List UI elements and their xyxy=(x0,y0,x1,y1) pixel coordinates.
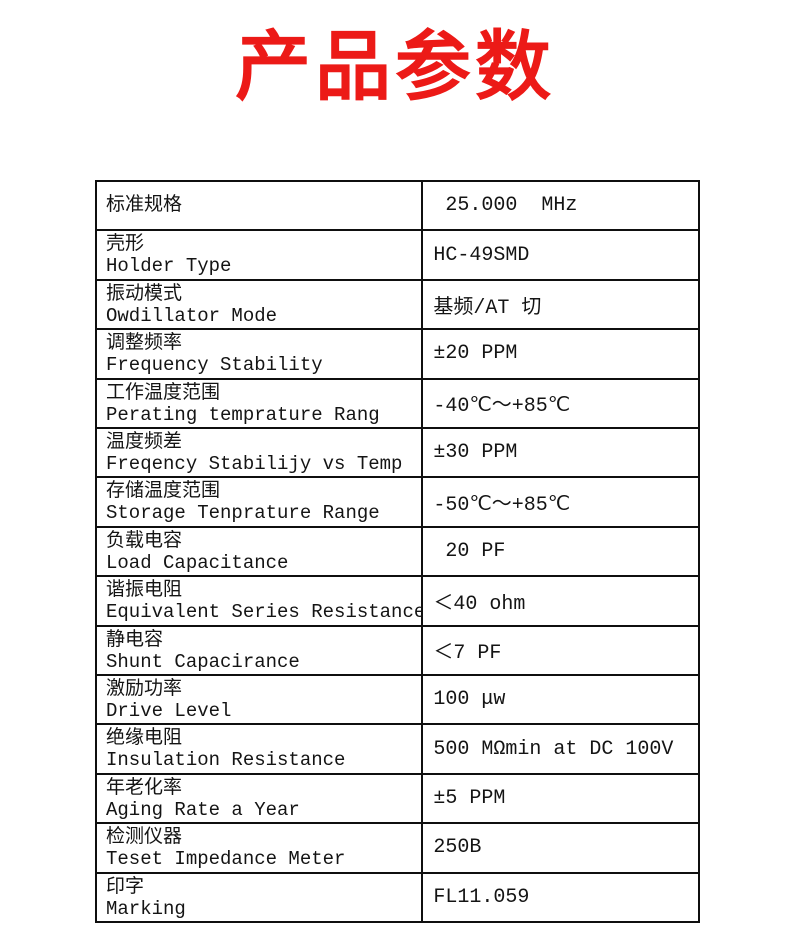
spec-value: FL11.059 xyxy=(433,885,530,909)
spec-label-zh: 印字 xyxy=(106,875,145,898)
spec-value: 基频/AT 切 xyxy=(433,296,542,320)
spec-label-en: Marking xyxy=(106,897,186,920)
spec-label-en: Holder Type xyxy=(106,255,232,278)
spec-label: 调整频率 Frequency Stability xyxy=(97,330,424,378)
table-row-drive-level: 激励功率 Drive Level 100 μw xyxy=(97,676,698,726)
spec-label-zh: 标准规格 xyxy=(106,194,183,217)
table-row-test-meter: 检测仪器 Teset Impedance Meter 250B xyxy=(97,824,698,874)
spec-label: 振动模式 Owdillator Mode xyxy=(97,280,424,329)
table-row-oscillator-mode: 振动模式 Owdillator Mode 基频/AT 切 xyxy=(97,280,698,331)
spec-label-zh: 工作温度范围 xyxy=(106,381,221,404)
spec-label: 温度频差 Freqency Stabilijy vs Temp xyxy=(97,429,424,477)
spec-value: ±5 PPM xyxy=(433,787,506,811)
spec-label: 壳形 Holder Type xyxy=(97,231,424,279)
spec-label: 标准规格 xyxy=(97,182,424,230)
spec-value: ±20 PPM xyxy=(433,342,518,366)
spec-label-en: Load Capacitance xyxy=(106,551,289,574)
spec-label-zh: 温度频差 xyxy=(106,431,183,454)
table-row-standard-spec: 标准规格 25.000 MHz xyxy=(97,182,698,232)
spec-label-en: Storage Tenprature Range xyxy=(106,502,380,525)
spec-label: 静电容 Shunt Capacirance xyxy=(97,626,424,675)
spec-label-en: Insulation Resistance xyxy=(106,749,346,772)
spec-label: 负载电容 Load Capacitance xyxy=(97,527,424,576)
table-row-insulation-resistance: 绝缘电阻 Insulation Resistance 500 MΩmin at … xyxy=(97,725,698,775)
table-row-stability-vs-temp: 温度频差 Freqency Stabilijy vs Temp ±30 PPM xyxy=(97,429,698,479)
spec-value: 250B xyxy=(433,836,482,860)
spec-label-zh: 存储温度范围 xyxy=(106,480,221,503)
table-row-load-capacitance: 负载电容 Load Capacitance 20 PF xyxy=(97,527,698,578)
spec-label-en: Shunt Capacirance xyxy=(106,650,300,673)
spec-value: ＜7 PF xyxy=(433,642,502,666)
spec-label-en: Perating temprature Rang xyxy=(106,403,380,426)
spec-label: 印字 Marking xyxy=(97,873,424,922)
spec-label-en: Drive Level xyxy=(106,700,232,723)
spec-label-zh: 静电容 xyxy=(106,628,164,651)
spec-label-zh: 绝缘电阻 xyxy=(106,727,183,750)
table-row-frequency-stability: 调整频率 Frequency Stability ±20 PPM xyxy=(97,330,698,380)
spec-value: -40℃～+85℃ xyxy=(433,395,571,419)
page-title: 产品参数 xyxy=(235,22,555,111)
spec-value: -50℃～+85℃ xyxy=(433,494,571,518)
spec-label: 存储温度范围 Storage Tenprature Range xyxy=(97,478,424,526)
table-row-operating-temperature: 工作温度范围 Perating temprature Rang -40℃～+85… xyxy=(97,379,698,430)
table-row-storage-temperature: 存储温度范围 Storage Tenprature Range -50℃～+85… xyxy=(97,478,698,528)
table-row-marking: 印字 Marking FL11.059 xyxy=(97,873,698,922)
spec-label: 工作温度范围 Perating temprature Rang xyxy=(97,379,424,428)
table-row-aging-rate: 年老化率 Aging Rate a Year ±5 PPM xyxy=(97,774,698,825)
spec-value: 20 PF xyxy=(433,540,506,564)
table-row-shunt-capacitance: 静电容 Shunt Capacirance ＜7 PF xyxy=(97,626,698,677)
spec-label-zh: 检测仪器 xyxy=(106,826,183,849)
spec-label-zh: 谐振电阻 xyxy=(106,579,183,602)
spec-label: 检测仪器 Teset Impedance Meter xyxy=(97,824,424,872)
spec-label-en: Owdillator Mode xyxy=(106,304,278,327)
spec-label-zh: 调整频率 xyxy=(106,332,183,355)
spec-label-zh: 振动模式 xyxy=(106,282,183,305)
spec-label-zh: 年老化率 xyxy=(106,776,183,799)
spec-label-zh: 负载电容 xyxy=(106,529,183,552)
spec-value: 25.000 MHz xyxy=(433,194,578,218)
spec-label-en: Teset Impedance Meter xyxy=(106,848,346,871)
spec-value: 500 MΩmin at DC 100V xyxy=(433,737,674,761)
spec-label-zh: 壳形 xyxy=(106,233,145,256)
spec-label: 年老化率 Aging Rate a Year xyxy=(97,774,424,823)
table-row-series-resistance: 谐振电阻 Equivalent Series Resistance ＜40 oh… xyxy=(97,577,698,627)
spec-label: 谐振电阻 Equivalent Series Resistance xyxy=(97,577,424,625)
spec-label-en: Freqency Stabilijy vs Temp xyxy=(106,453,403,476)
spec-label: 激励功率 Drive Level xyxy=(97,676,424,724)
spec-value: ±30 PPM xyxy=(433,441,518,465)
spec-value: 100 μw xyxy=(433,688,506,712)
spec-label-en: Aging Rate a Year xyxy=(106,798,300,821)
spec-label-en: Equivalent Series Resistance xyxy=(106,601,424,624)
spec-value: HC-49SMD xyxy=(433,243,530,267)
spec-label: 绝缘电阻 Insulation Resistance xyxy=(97,725,424,773)
spec-value: ＜40 ohm xyxy=(433,592,526,616)
spec-table: 标准规格 25.000 MHz 壳形 Holder Type HC-49SMD … xyxy=(95,180,700,923)
spec-label-zh: 激励功率 xyxy=(106,678,183,701)
table-row-holder-type: 壳形 Holder Type HC-49SMD xyxy=(97,231,698,281)
spec-label-en: Frequency Stability xyxy=(106,354,323,377)
